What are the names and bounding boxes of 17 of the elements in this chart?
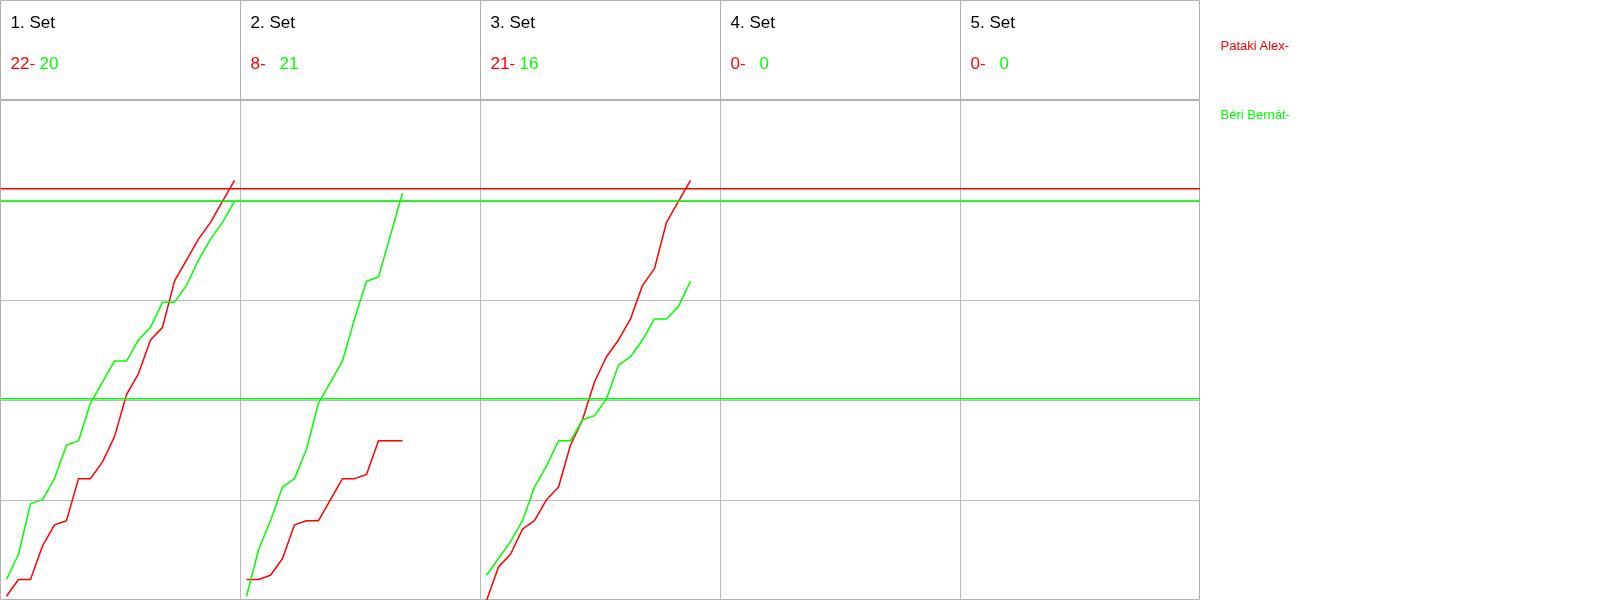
text: 1. Set [10,13,56,32]
text: 0- [730,53,746,73]
text: 22- [10,53,36,73]
text: 20 [39,53,59,73]
text: 0 [759,53,769,73]
text: 0- [970,53,986,73]
text: 21 [279,53,299,73]
text: 8- [250,53,266,73]
text: 3. Set [490,13,536,32]
text: 16 [519,53,539,73]
text: Pataki Alex- [1220,38,1290,53]
text: 0 [999,53,1009,73]
text: 21- [490,53,516,73]
text: 4. Set [730,13,776,32]
text: Béri Bernát- [1220,107,1290,122]
text: 5. Set [970,13,1016,32]
text: 2. Set [250,13,296,32]
